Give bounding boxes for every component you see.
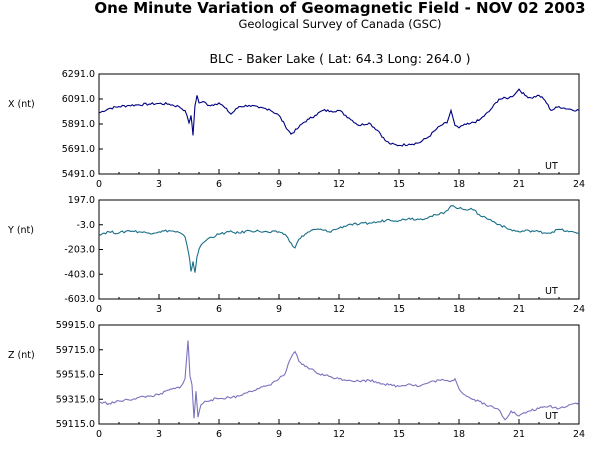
y-x-tick-label: 15 xyxy=(393,304,405,315)
y-ut-label: UT xyxy=(545,286,558,297)
x-x-tick-label: 9 xyxy=(276,179,282,190)
y-x-tick-label: 12 xyxy=(333,304,345,315)
station-label: BLC - Baker Lake ( Lat: 64.3 Long: 264.0… xyxy=(209,51,471,66)
y-series-line xyxy=(98,205,580,273)
x-x-tick-label: 0 xyxy=(96,179,102,190)
y-x-tick-label: 3 xyxy=(156,304,162,315)
z-y-tick-label: 59315.0 xyxy=(56,394,95,405)
x-y-tick-label: 5491.0 xyxy=(62,169,95,180)
x-plot-frame xyxy=(98,73,580,175)
x-y-tick-label: 6291.0 xyxy=(62,69,95,80)
z-x-tick-label: 21 xyxy=(513,429,525,440)
z-x-tick-label: 18 xyxy=(453,429,465,440)
x-x-tick-label: 21 xyxy=(513,179,525,190)
z-axis-label: Z (nt) xyxy=(8,350,35,361)
z-x-tick-label: 12 xyxy=(333,429,345,440)
z-plot-frame xyxy=(98,324,580,425)
z-x-tick-label: 15 xyxy=(393,429,405,440)
chart-title: One Minute Variation of Geomagnetic Fiel… xyxy=(94,0,586,17)
y-x-tick-label: 0 xyxy=(96,304,102,315)
z-ut-label: UT xyxy=(545,411,558,422)
y-y-tick-label: -203.0 xyxy=(64,245,95,256)
y-x-tick-label: 6 xyxy=(216,304,222,315)
z-series-line xyxy=(98,340,580,421)
z-x-tick-label: 6 xyxy=(216,429,222,440)
y-axis-label: Y (nt) xyxy=(7,225,34,236)
z-x-tick-label: 24 xyxy=(573,429,585,440)
y-y-tick-label: -3.0 xyxy=(76,220,95,231)
z-x-tick-label: 0 xyxy=(96,429,102,440)
x-x-tick-label: 15 xyxy=(393,179,405,190)
x-x-tick-label: 12 xyxy=(333,179,345,190)
z-x-tick-label: 3 xyxy=(156,429,162,440)
x-y-tick-label: 5891.0 xyxy=(62,119,95,130)
z-y-tick-label: 59915.0 xyxy=(56,320,95,331)
chart-subtitle: Geological Survey of Canada (GSC) xyxy=(238,17,442,31)
z-x-tick-label: 9 xyxy=(276,429,282,440)
x-y-tick-label: 5691.0 xyxy=(62,144,95,155)
x-x-tick-label: 24 xyxy=(573,179,585,190)
y-plot-frame xyxy=(98,199,580,300)
x-x-tick-label: 18 xyxy=(453,179,465,190)
y-x-tick-label: 18 xyxy=(453,304,465,315)
y-x-tick-label: 9 xyxy=(276,304,282,315)
z-y-tick-label: 59515.0 xyxy=(56,370,95,381)
x-series-line xyxy=(98,88,580,147)
y-y-tick-label: -603.0 xyxy=(64,294,95,305)
y-y-tick-label: 197.0 xyxy=(68,195,95,206)
z-y-tick-label: 59115.0 xyxy=(56,419,95,430)
x-x-tick-label: 6 xyxy=(216,179,222,190)
y-y-tick-label: -403.0 xyxy=(64,269,95,280)
y-x-tick-label: 21 xyxy=(513,304,525,315)
x-x-tick-label: 3 xyxy=(156,179,162,190)
x-y-tick-label: 6091.0 xyxy=(62,94,95,105)
z-y-tick-label: 59715.0 xyxy=(56,345,95,356)
x-ut-label: UT xyxy=(545,161,558,172)
y-x-tick-label: 24 xyxy=(573,304,585,315)
x-axis-label: X (nt) xyxy=(8,99,35,110)
